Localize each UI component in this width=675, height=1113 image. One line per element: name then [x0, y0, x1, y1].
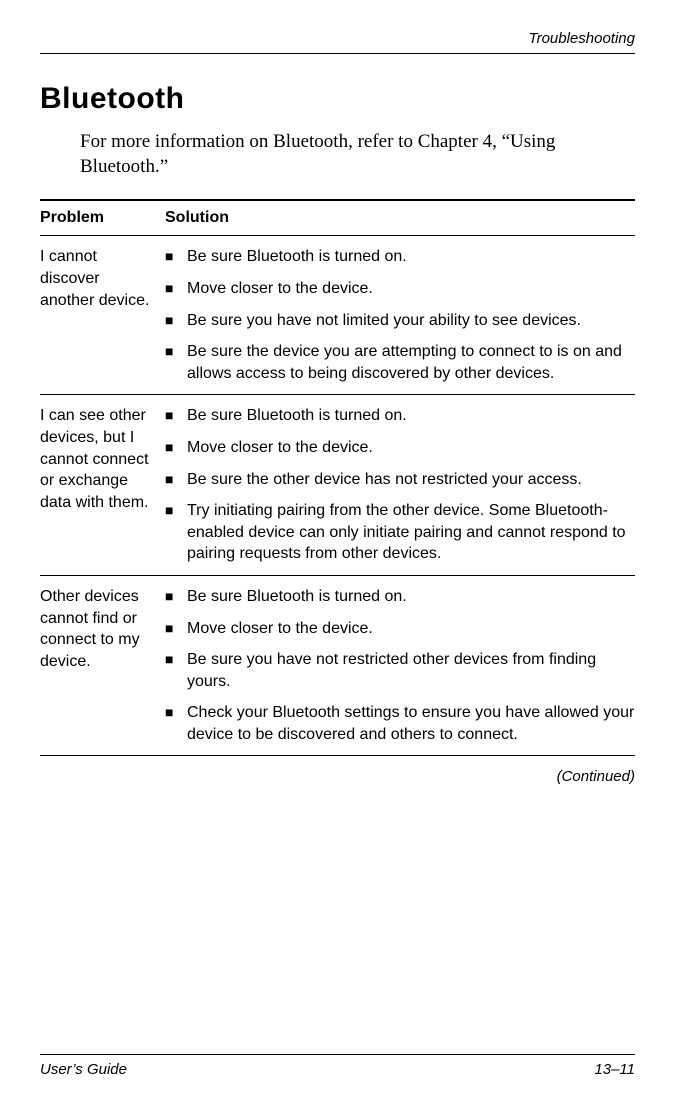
page-footer: User’s Guide 13–11	[40, 1054, 635, 1078]
section-title: Bluetooth	[40, 82, 635, 116]
column-header-solution: Solution	[165, 200, 635, 236]
solution-list: Be sure Bluetooth is turned on. Move clo…	[165, 246, 635, 384]
solution-item: Check your Bluetooth settings to ensure …	[165, 702, 635, 745]
solution-cell: Be sure Bluetooth is turned on. Move clo…	[165, 395, 635, 576]
table-row: I can see other devices, but I cannot co…	[40, 395, 635, 576]
solution-item: Move closer to the device.	[165, 437, 635, 459]
solution-item: Move closer to the device.	[165, 618, 635, 640]
problem-cell: I cannot discover another device.	[40, 236, 165, 395]
solution-item: Be sure the device you are attempting to…	[165, 341, 635, 384]
solution-item: Be sure you have not limited your abilit…	[165, 310, 635, 332]
solution-item: Be sure Bluetooth is turned on.	[165, 246, 635, 268]
solution-item: Be sure the other device has not restric…	[165, 469, 635, 491]
running-header: Troubleshooting	[40, 30, 635, 47]
solution-item: Move closer to the device.	[165, 278, 635, 300]
solution-cell: Be sure Bluetooth is turned on. Move clo…	[165, 575, 635, 756]
footer-left: User’s Guide	[40, 1061, 127, 1078]
solution-item: Be sure you have not restricted other de…	[165, 649, 635, 692]
problem-cell: I can see other devices, but I cannot co…	[40, 395, 165, 576]
header-rule	[40, 53, 635, 54]
footer-rule	[40, 1054, 635, 1055]
table-row: I cannot discover another device. Be sur…	[40, 236, 635, 395]
footer-right: 13–11	[594, 1061, 635, 1078]
solution-item: Be sure Bluetooth is turned on.	[165, 586, 635, 608]
solution-list: Be sure Bluetooth is turned on. Move clo…	[165, 405, 635, 565]
troubleshooting-table: Problem Solution I cannot discover anoth…	[40, 199, 635, 756]
continued-label: (Continued)	[40, 768, 635, 785]
problem-cell: Other devices cannot find or connect to …	[40, 575, 165, 756]
column-header-problem: Problem	[40, 200, 165, 236]
table-row: Other devices cannot find or connect to …	[40, 575, 635, 756]
solution-item: Try initiating pairing from the other de…	[165, 500, 635, 565]
solution-item: Be sure Bluetooth is turned on.	[165, 405, 635, 427]
solution-list: Be sure Bluetooth is turned on. Move clo…	[165, 586, 635, 746]
section-intro: For more information on Bluetooth, refer…	[80, 130, 635, 179]
solution-cell: Be sure Bluetooth is turned on. Move clo…	[165, 236, 635, 395]
